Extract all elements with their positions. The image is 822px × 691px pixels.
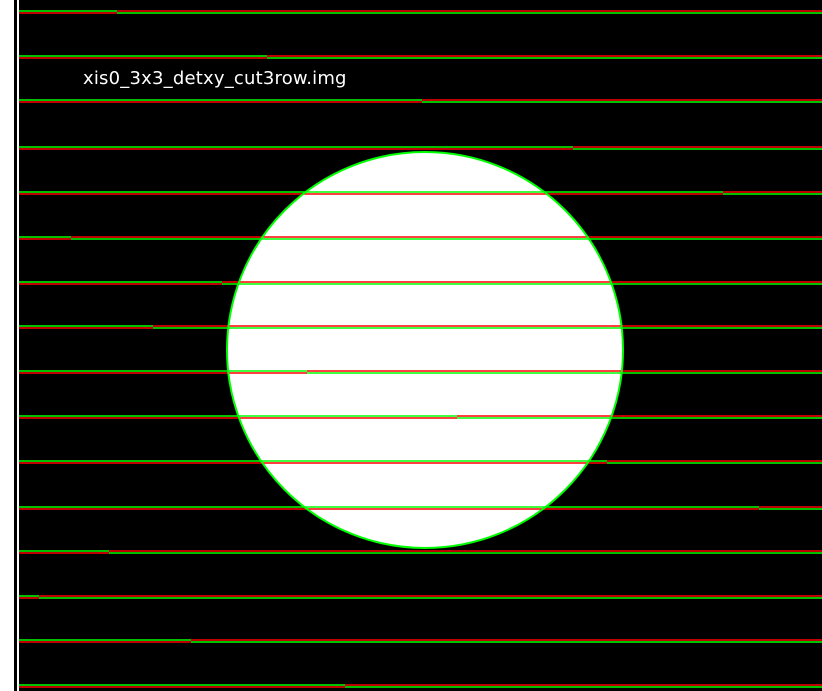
panel-divider bbox=[14, 0, 17, 691]
circular-region bbox=[227, 152, 623, 548]
row-boundary-lines bbox=[19, 10, 822, 688]
image-filename-label: xis0_3x3_detxy_cut3row.img bbox=[83, 68, 347, 89]
image-canvas bbox=[19, 0, 822, 691]
circular-region-outline bbox=[226, 151, 624, 549]
image-viewer[interactable]: xis0_3x3_detxy_cut3row.img bbox=[19, 0, 822, 691]
left-panel-edge bbox=[0, 0, 14, 691]
